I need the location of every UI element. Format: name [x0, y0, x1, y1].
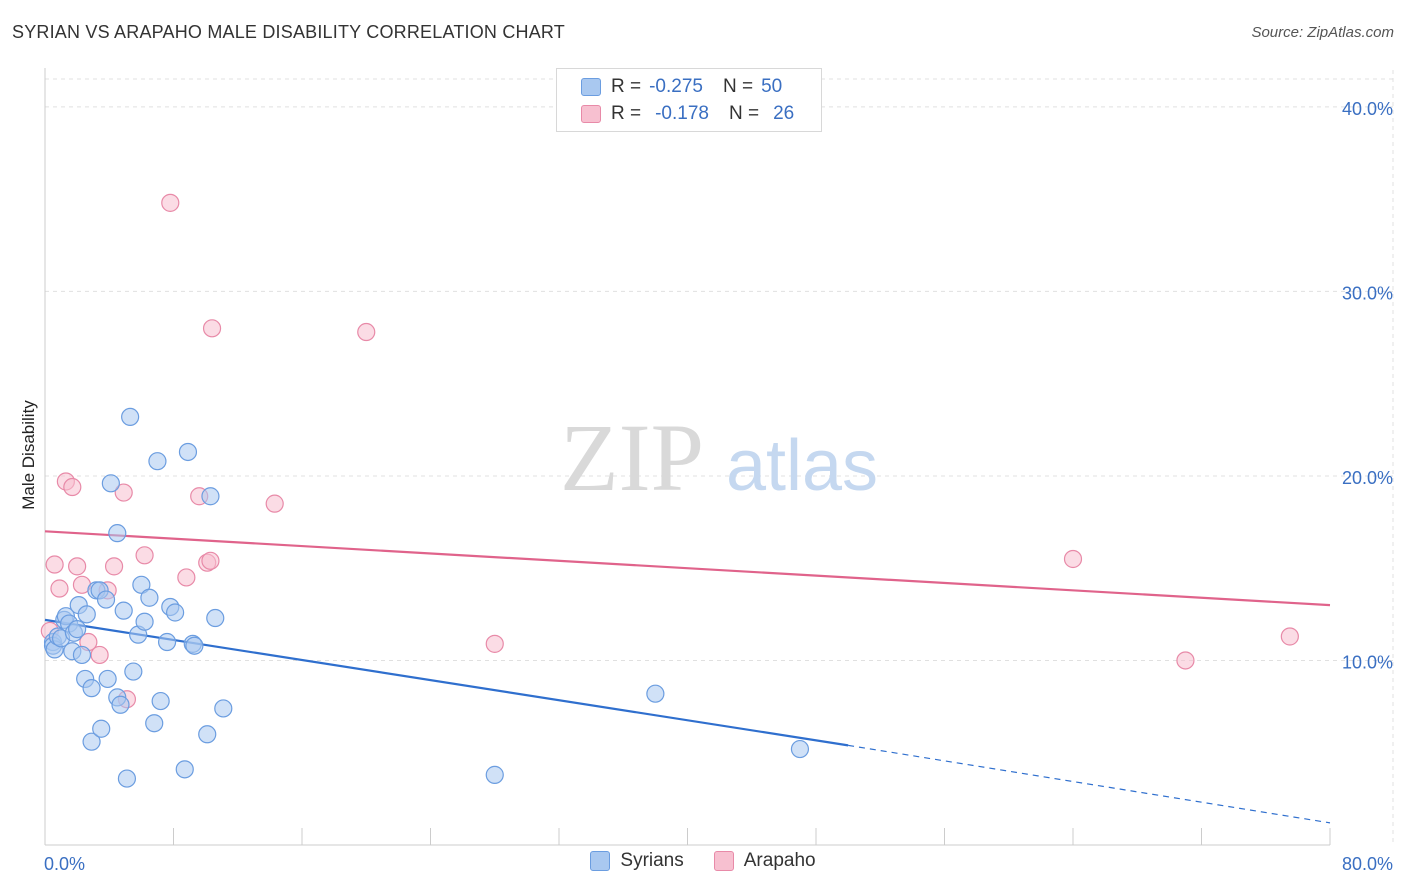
arapaho-swatch: [713, 851, 734, 871]
point-syrians: [68, 620, 87, 639]
axis-labels: 10.0% 20.0% 30.0% 40.0% 0.0% 80.0% Male Disabi…: [19, 99, 1393, 874]
point-syrians: [117, 769, 137, 788]
point-syrians: [98, 669, 117, 689]
point-syrians: [101, 474, 120, 493]
point-arapaho: [50, 579, 69, 598]
watermark-zip: ZIP: [560, 404, 704, 511]
point-syrians: [206, 608, 225, 628]
watermark-atlas: atlas: [726, 426, 878, 506]
legend-label-syrians: Syrians: [620, 850, 684, 871]
n-value: 50: [761, 76, 783, 97]
point-syrians: [198, 725, 217, 744]
point-arapaho: [202, 319, 222, 338]
n-label: N =: [722, 76, 754, 97]
point-arapaho: [1280, 627, 1299, 646]
point-arapaho: [114, 483, 133, 502]
point-arapaho: [161, 193, 180, 212]
legend-item-arapaho[interactable]: Arapaho: [713, 850, 816, 872]
point-syrians: [72, 645, 92, 665]
arapaho-swatch: [581, 105, 601, 123]
point-syrians: [790, 739, 810, 759]
point-syrians: [145, 714, 164, 733]
point-syrians: [82, 732, 101, 751]
point-syrians: [185, 636, 204, 655]
point-syrians: [92, 719, 111, 738]
trend-extension-syrians: [848, 744, 1331, 824]
point-syrians: [135, 612, 154, 631]
point-arapaho: [68, 557, 87, 576]
data-points: [40, 193, 1299, 788]
syrians-swatch: [590, 851, 611, 871]
x-tick-label-min: 0.0%: [44, 854, 85, 874]
axes: [44, 68, 1331, 846]
point-syrians: [111, 695, 130, 714]
r-label: R =: [611, 76, 642, 97]
correlation-legend: R = -0.275 N = 50 R = -0.178 N = 26: [556, 68, 822, 132]
point-syrians: [132, 575, 151, 594]
y-tick-label: 10.0%: [1342, 652, 1393, 672]
point-syrians: [166, 603, 185, 622]
x-tick-label-max: 80.0%: [1342, 854, 1393, 874]
trend-line-arapaho: [44, 530, 1331, 607]
grid-lines: [45, 70, 1395, 845]
legend-row-syrians: R = -0.275 N = 50: [581, 74, 782, 100]
legend-item-syrians[interactable]: Syrians: [590, 850, 684, 872]
point-syrians: [114, 601, 133, 620]
point-syrians: [178, 442, 198, 462]
y-tick-label: 40.0%: [1342, 99, 1393, 119]
legend-label-arapaho: Arapaho: [743, 850, 816, 871]
point-syrians: [108, 524, 127, 543]
y-tick-label: 30.0%: [1342, 283, 1393, 303]
point-arapaho: [357, 322, 376, 342]
point-syrians: [96, 590, 116, 609]
point-arapaho: [63, 477, 82, 497]
point-arapaho: [104, 557, 124, 576]
point-syrians: [157, 632, 177, 652]
point-syrians: [646, 684, 665, 703]
watermark: ZIP atlas: [560, 404, 878, 511]
r-value: -0.275: [649, 76, 703, 97]
point-arapaho: [485, 634, 504, 653]
n-label: N =: [728, 103, 760, 124]
point-syrians: [77, 605, 96, 624]
point-syrians: [140, 588, 159, 607]
trend-lines: [44, 530, 1331, 824]
point-syrians: [485, 765, 504, 784]
point-syrians: [124, 662, 143, 681]
r-label: R =: [611, 103, 642, 124]
syrians-swatch: [581, 78, 601, 96]
point-arapaho: [135, 546, 154, 565]
y-tick-label: 20.0%: [1342, 468, 1393, 488]
legend-row-arapaho: R = -0.178 N = 26: [581, 101, 794, 127]
source-label: Source: ZipAtlas.com: [1251, 24, 1394, 41]
y-axis-label: Male Disability: [19, 400, 38, 510]
point-syrians: [151, 691, 170, 711]
point-syrians: [82, 679, 101, 698]
point-syrians: [148, 452, 167, 471]
point-arapaho: [1176, 651, 1195, 670]
point-syrians: [214, 699, 233, 718]
point-syrians: [121, 407, 140, 427]
point-arapaho: [1063, 549, 1083, 569]
series-legend: Syrians Arapaho: [0, 850, 1406, 872]
point-arapaho: [177, 568, 196, 587]
point-syrians: [175, 760, 194, 779]
point-arapaho: [265, 494, 284, 513]
point-arapaho: [201, 551, 220, 570]
r-value: -0.178: [655, 103, 709, 124]
point-arapaho: [90, 645, 109, 665]
point-arapaho: [45, 555, 64, 574]
trend-line-syrians: [44, 618, 849, 747]
n-value: 26: [773, 103, 795, 124]
chart-title: SYRIAN VS ARAPAHO MALE DISABILITY CORREL…: [12, 22, 566, 42]
point-syrians: [201, 487, 220, 506]
